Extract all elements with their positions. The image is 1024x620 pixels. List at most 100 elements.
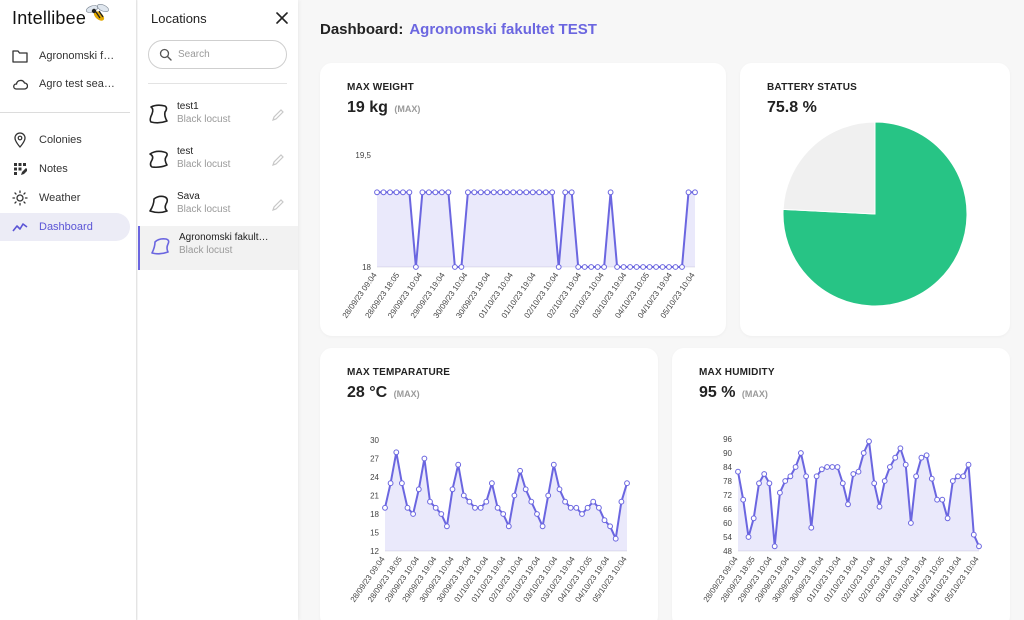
- location-item-test1[interactable]: test1 Black locust: [138, 95, 298, 139]
- data-point[interactable]: [472, 504, 478, 511]
- data-point[interactable]: [594, 264, 601, 270]
- data-point[interactable]: [449, 486, 456, 493]
- data-point[interactable]: [460, 492, 467, 499]
- data-point[interactable]: [523, 189, 530, 196]
- pie-slice-empty[interactable]: [782, 121, 876, 215]
- data-point[interactable]: [918, 454, 925, 461]
- nav-item-weather[interactable]: Weather: [0, 184, 130, 212]
- data-point[interactable]: [955, 473, 961, 480]
- search-box[interactable]: [148, 40, 287, 69]
- data-point[interactable]: [562, 498, 569, 505]
- data-point[interactable]: [897, 445, 904, 452]
- data-point[interactable]: [612, 535, 619, 542]
- data-point[interactable]: [413, 264, 419, 270]
- data-point[interactable]: [399, 480, 405, 487]
- data-point[interactable]: [410, 511, 416, 517]
- data-point[interactable]: [438, 511, 445, 517]
- data-point[interactable]: [876, 503, 883, 510]
- search-input[interactable]: [178, 49, 278, 60]
- data-point[interactable]: [829, 464, 836, 470]
- data-point[interactable]: [646, 264, 653, 270]
- data-point[interactable]: [555, 264, 562, 270]
- data-point[interactable]: [860, 450, 867, 456]
- data-point[interactable]: [845, 501, 851, 508]
- data-point[interactable]: [601, 517, 608, 524]
- data-point[interactable]: [908, 520, 914, 526]
- data-point[interactable]: [522, 486, 529, 493]
- data-point[interactable]: [516, 189, 523, 196]
- data-point[interactable]: [404, 504, 411, 511]
- data-point[interactable]: [455, 461, 462, 468]
- data-point[interactable]: [382, 504, 388, 511]
- nav-item-season[interactable]: Agro test season: [0, 70, 130, 98]
- data-point[interactable]: [529, 189, 536, 196]
- data-point[interactable]: [803, 473, 810, 480]
- nav-item-notes[interactable]: Notes: [0, 155, 130, 183]
- nav-item-colonies[interactable]: Colonies: [0, 126, 130, 154]
- data-point[interactable]: [445, 189, 452, 196]
- data-point[interactable]: [850, 471, 857, 477]
- data-point[interactable]: [588, 264, 595, 270]
- data-point[interactable]: [545, 492, 552, 499]
- data-point[interactable]: [380, 189, 387, 196]
- data-point[interactable]: [766, 480, 773, 487]
- data-point[interactable]: [387, 480, 394, 487]
- data-point[interactable]: [976, 543, 982, 550]
- data-point[interactable]: [484, 189, 491, 196]
- data-point[interactable]: [421, 455, 428, 462]
- data-point[interactable]: [970, 531, 977, 538]
- data-point[interactable]: [871, 480, 878, 487]
- data-point[interactable]: [596, 504, 602, 511]
- data-point[interactable]: [426, 189, 432, 196]
- data-point[interactable]: [567, 504, 574, 511]
- data-point[interactable]: [808, 524, 815, 531]
- data-point[interactable]: [624, 480, 630, 487]
- data-point[interactable]: [581, 264, 588, 270]
- data-point[interactable]: [818, 466, 825, 473]
- data-point[interactable]: [419, 189, 426, 196]
- data-point[interactable]: [777, 489, 783, 496]
- data-point[interactable]: [855, 468, 862, 475]
- data-point[interactable]: [432, 504, 439, 511]
- data-point[interactable]: [573, 504, 580, 511]
- data-point[interactable]: [458, 264, 465, 270]
- data-point[interactable]: [490, 189, 497, 196]
- data-point[interactable]: [627, 264, 634, 270]
- data-point[interactable]: [497, 189, 504, 196]
- data-point[interactable]: [393, 189, 400, 196]
- data-point[interactable]: [444, 523, 450, 530]
- data-point[interactable]: [672, 264, 679, 270]
- data-point[interactable]: [692, 189, 698, 196]
- data-point[interactable]: [549, 189, 556, 196]
- data-point[interactable]: [928, 475, 935, 482]
- data-point[interactable]: [517, 467, 524, 474]
- data-point[interactable]: [745, 534, 752, 540]
- data-point[interactable]: [494, 504, 501, 511]
- data-point[interactable]: [601, 264, 608, 270]
- location-item-test[interactable]: test Black locust: [138, 140, 298, 184]
- data-point[interactable]: [415, 486, 422, 493]
- data-point[interactable]: [528, 498, 535, 505]
- data-point[interactable]: [477, 189, 484, 196]
- data-point[interactable]: [633, 264, 640, 270]
- data-point[interactable]: [439, 189, 445, 196]
- data-point[interactable]: [659, 264, 666, 270]
- data-point[interactable]: [834, 464, 841, 470]
- data-point[interactable]: [913, 473, 920, 480]
- data-point[interactable]: [505, 523, 512, 530]
- data-point[interactable]: [471, 189, 478, 196]
- data-point[interactable]: [452, 264, 458, 270]
- data-point[interactable]: [892, 454, 899, 461]
- data-point[interactable]: [483, 498, 490, 505]
- data-point[interactable]: [400, 189, 406, 196]
- data-point[interactable]: [666, 264, 672, 270]
- data-point[interactable]: [534, 511, 540, 517]
- data-point[interactable]: [679, 264, 685, 270]
- data-point[interactable]: [536, 189, 543, 196]
- data-point[interactable]: [584, 504, 591, 511]
- data-point[interactable]: [620, 264, 627, 270]
- data-point[interactable]: [511, 492, 518, 499]
- data-point[interactable]: [406, 189, 413, 196]
- data-point[interactable]: [902, 461, 909, 468]
- data-point[interactable]: [500, 511, 507, 517]
